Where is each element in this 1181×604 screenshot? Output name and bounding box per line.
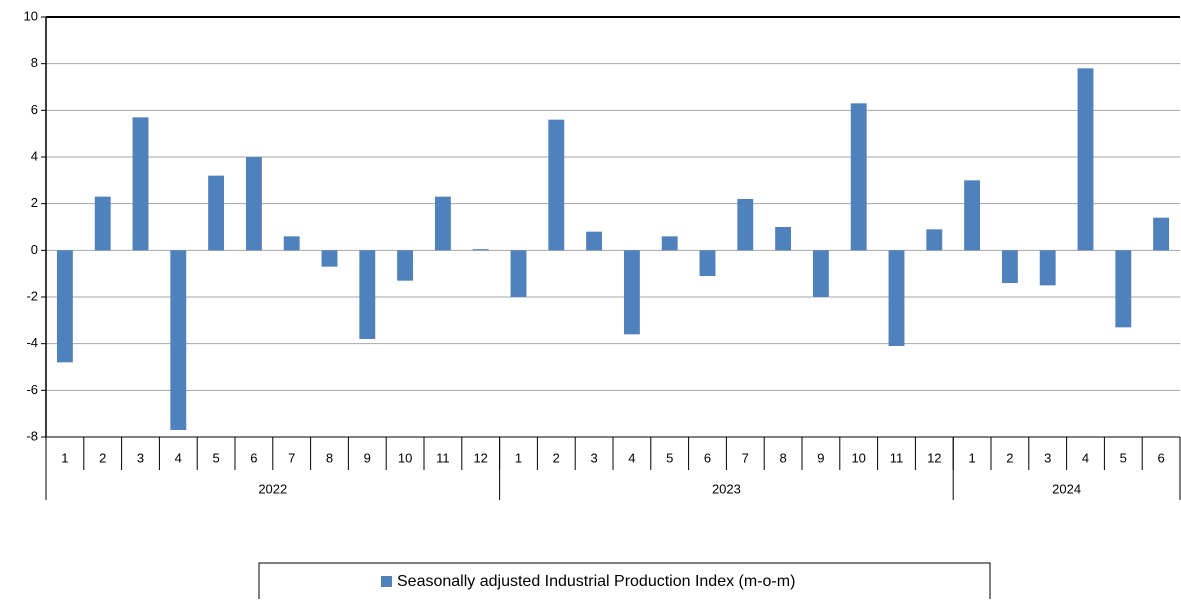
- y-tick-label: 4: [31, 148, 38, 163]
- bar: [888, 250, 905, 346]
- bar: [434, 196, 451, 251]
- bar: [208, 175, 225, 251]
- x-tick-label: 6: [250, 450, 257, 465]
- bar: [623, 250, 640, 335]
- bar: [812, 250, 829, 297]
- bar: [775, 227, 792, 251]
- bar: [510, 250, 527, 297]
- bar: [283, 236, 300, 251]
- x-tick-label: 7: [288, 450, 295, 465]
- x-tick-label: 3: [137, 450, 144, 465]
- bar: [1001, 250, 1018, 283]
- bar: [548, 119, 565, 251]
- bar: [1153, 217, 1170, 251]
- x-tick-label: 8: [779, 450, 786, 465]
- bar: [926, 229, 943, 251]
- y-tick-label: 8: [31, 55, 38, 70]
- bar: [170, 250, 187, 430]
- y-tick-label: 10: [24, 8, 38, 23]
- x-tick-label: 7: [742, 450, 749, 465]
- x-tick-label: 4: [175, 450, 182, 465]
- x-tick-label: 3: [1044, 450, 1051, 465]
- x-tick-label: 12: [473, 450, 487, 465]
- bar: [94, 196, 111, 251]
- x-tick-label: 6: [1157, 450, 1164, 465]
- bar: [661, 236, 678, 251]
- legend-label: Seasonally adjusted Industrial Productio…: [397, 573, 795, 590]
- x-tick-label: 8: [326, 450, 333, 465]
- bar: [359, 250, 376, 339]
- bar: [132, 117, 149, 251]
- bar: [586, 231, 603, 251]
- bar: [699, 250, 716, 276]
- y-tick-label: -4: [26, 335, 38, 350]
- y-tick-label: -6: [26, 382, 38, 397]
- y-tick-label: 0: [31, 242, 38, 257]
- x-tick-label: 4: [628, 450, 635, 465]
- y-tick-label: -2: [26, 288, 38, 303]
- x-tick-label: 3: [590, 450, 597, 465]
- y-tick-label: 2: [31, 195, 38, 210]
- bar: [397, 250, 414, 281]
- bar: [1039, 250, 1056, 286]
- x-tick-label: 1: [515, 450, 522, 465]
- x-group-label: 2024: [1052, 481, 1081, 496]
- bar: [964, 180, 981, 251]
- bar: [321, 250, 338, 267]
- x-tick-label: 1: [968, 450, 975, 465]
- x-tick-label: 5: [1120, 450, 1127, 465]
- x-tick-label: 2: [553, 450, 560, 465]
- x-tick-label: 12: [927, 450, 941, 465]
- legend-swatch: [381, 576, 392, 587]
- x-tick-label: 9: [364, 450, 371, 465]
- bar: [245, 157, 262, 251]
- bar: [1077, 68, 1094, 251]
- y-tick-label: -8: [26, 428, 38, 443]
- bar: [737, 199, 754, 251]
- x-tick-label: 5: [212, 450, 219, 465]
- x-group-label: 2022: [258, 481, 287, 496]
- x-tick-label: 2: [1006, 450, 1013, 465]
- x-group-label: 2023: [712, 481, 741, 496]
- bar: [850, 103, 867, 251]
- x-tick-label: 5: [666, 450, 673, 465]
- y-tick-label: 6: [31, 102, 38, 117]
- bar: [1115, 250, 1132, 328]
- x-tick-label: 9: [817, 450, 824, 465]
- x-tick-label: 11: [436, 450, 450, 465]
- x-tick-label: 6: [704, 450, 711, 465]
- x-tick-label: 2: [99, 450, 106, 465]
- x-tick-label: 4: [1082, 450, 1089, 465]
- x-tick-label: 11: [890, 450, 904, 465]
- x-tick-label: 1: [61, 450, 68, 465]
- x-tick-label: 10: [851, 450, 865, 465]
- x-tick-label: 10: [398, 450, 412, 465]
- bar: [472, 249, 489, 251]
- bar: [56, 250, 73, 363]
